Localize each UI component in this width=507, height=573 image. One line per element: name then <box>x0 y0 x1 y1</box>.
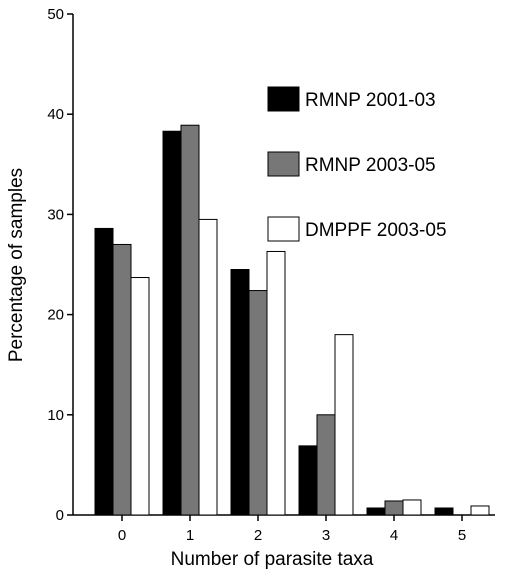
bar-series-1-cat-5 <box>434 507 454 516</box>
bar-series-2-cat-3 <box>316 414 336 516</box>
x-tick-label: 1 <box>186 527 194 544</box>
x-tick-label: 0 <box>118 527 126 544</box>
y-tick-label: 30 <box>47 206 64 223</box>
bar-series-2-cat-4 <box>384 500 404 516</box>
bar-series-3-cat-4 <box>402 499 422 516</box>
legend: RMNP 2001-03 RMNP 2003-05 DMPPF 2003-05 <box>267 86 447 242</box>
bar-series-3-cat-3 <box>334 334 354 516</box>
legend-swatch-1 <box>267 86 300 112</box>
bar-series-3-cat-5 <box>470 505 490 516</box>
bar-series-2-cat-0 <box>112 243 132 516</box>
x-tick-label: 2 <box>254 527 262 544</box>
bar-series-3-cat-2 <box>266 250 286 516</box>
y-axis: 0 10 20 30 40 50 <box>47 6 74 524</box>
legend-swatch-3 <box>267 216 300 242</box>
bar-series-1-cat-1 <box>162 130 182 516</box>
bar-series-1-cat-4 <box>366 507 386 516</box>
y-tick-label: 50 <box>47 6 64 23</box>
x-tick-label: 5 <box>458 527 466 544</box>
bar-series-1-cat-0 <box>94 227 114 516</box>
x-axis-title: Number of parasite taxa <box>171 549 374 570</box>
legend-label-2: RMNP 2003-05 <box>305 155 436 176</box>
bars <box>94 124 490 516</box>
x-tick-label: 4 <box>390 527 398 544</box>
bar-series-1-cat-2 <box>230 269 250 516</box>
y-tick-label: 20 <box>47 307 64 324</box>
y-axis-title: Percentage of samples <box>6 168 27 362</box>
y-tick-label: 0 <box>56 507 64 524</box>
bar-series-3-cat-0 <box>130 277 150 516</box>
legend-swatch-2 <box>267 151 300 177</box>
x-axis: 0 1 2 3 4 5 <box>73 514 495 544</box>
y-tick-label: 10 <box>47 407 64 424</box>
bar-series-2-cat-2 <box>248 290 268 516</box>
bar-series-3-cat-1 <box>198 218 218 516</box>
bar-series-2-cat-1 <box>180 124 200 516</box>
bar-series-1-cat-3 <box>298 445 318 516</box>
x-tick-label: 3 <box>322 527 330 544</box>
legend-label-3: DMPPF 2003-05 <box>305 220 447 241</box>
legend-label-1: RMNP 2001-03 <box>305 90 436 111</box>
y-tick-label: 40 <box>47 106 64 123</box>
